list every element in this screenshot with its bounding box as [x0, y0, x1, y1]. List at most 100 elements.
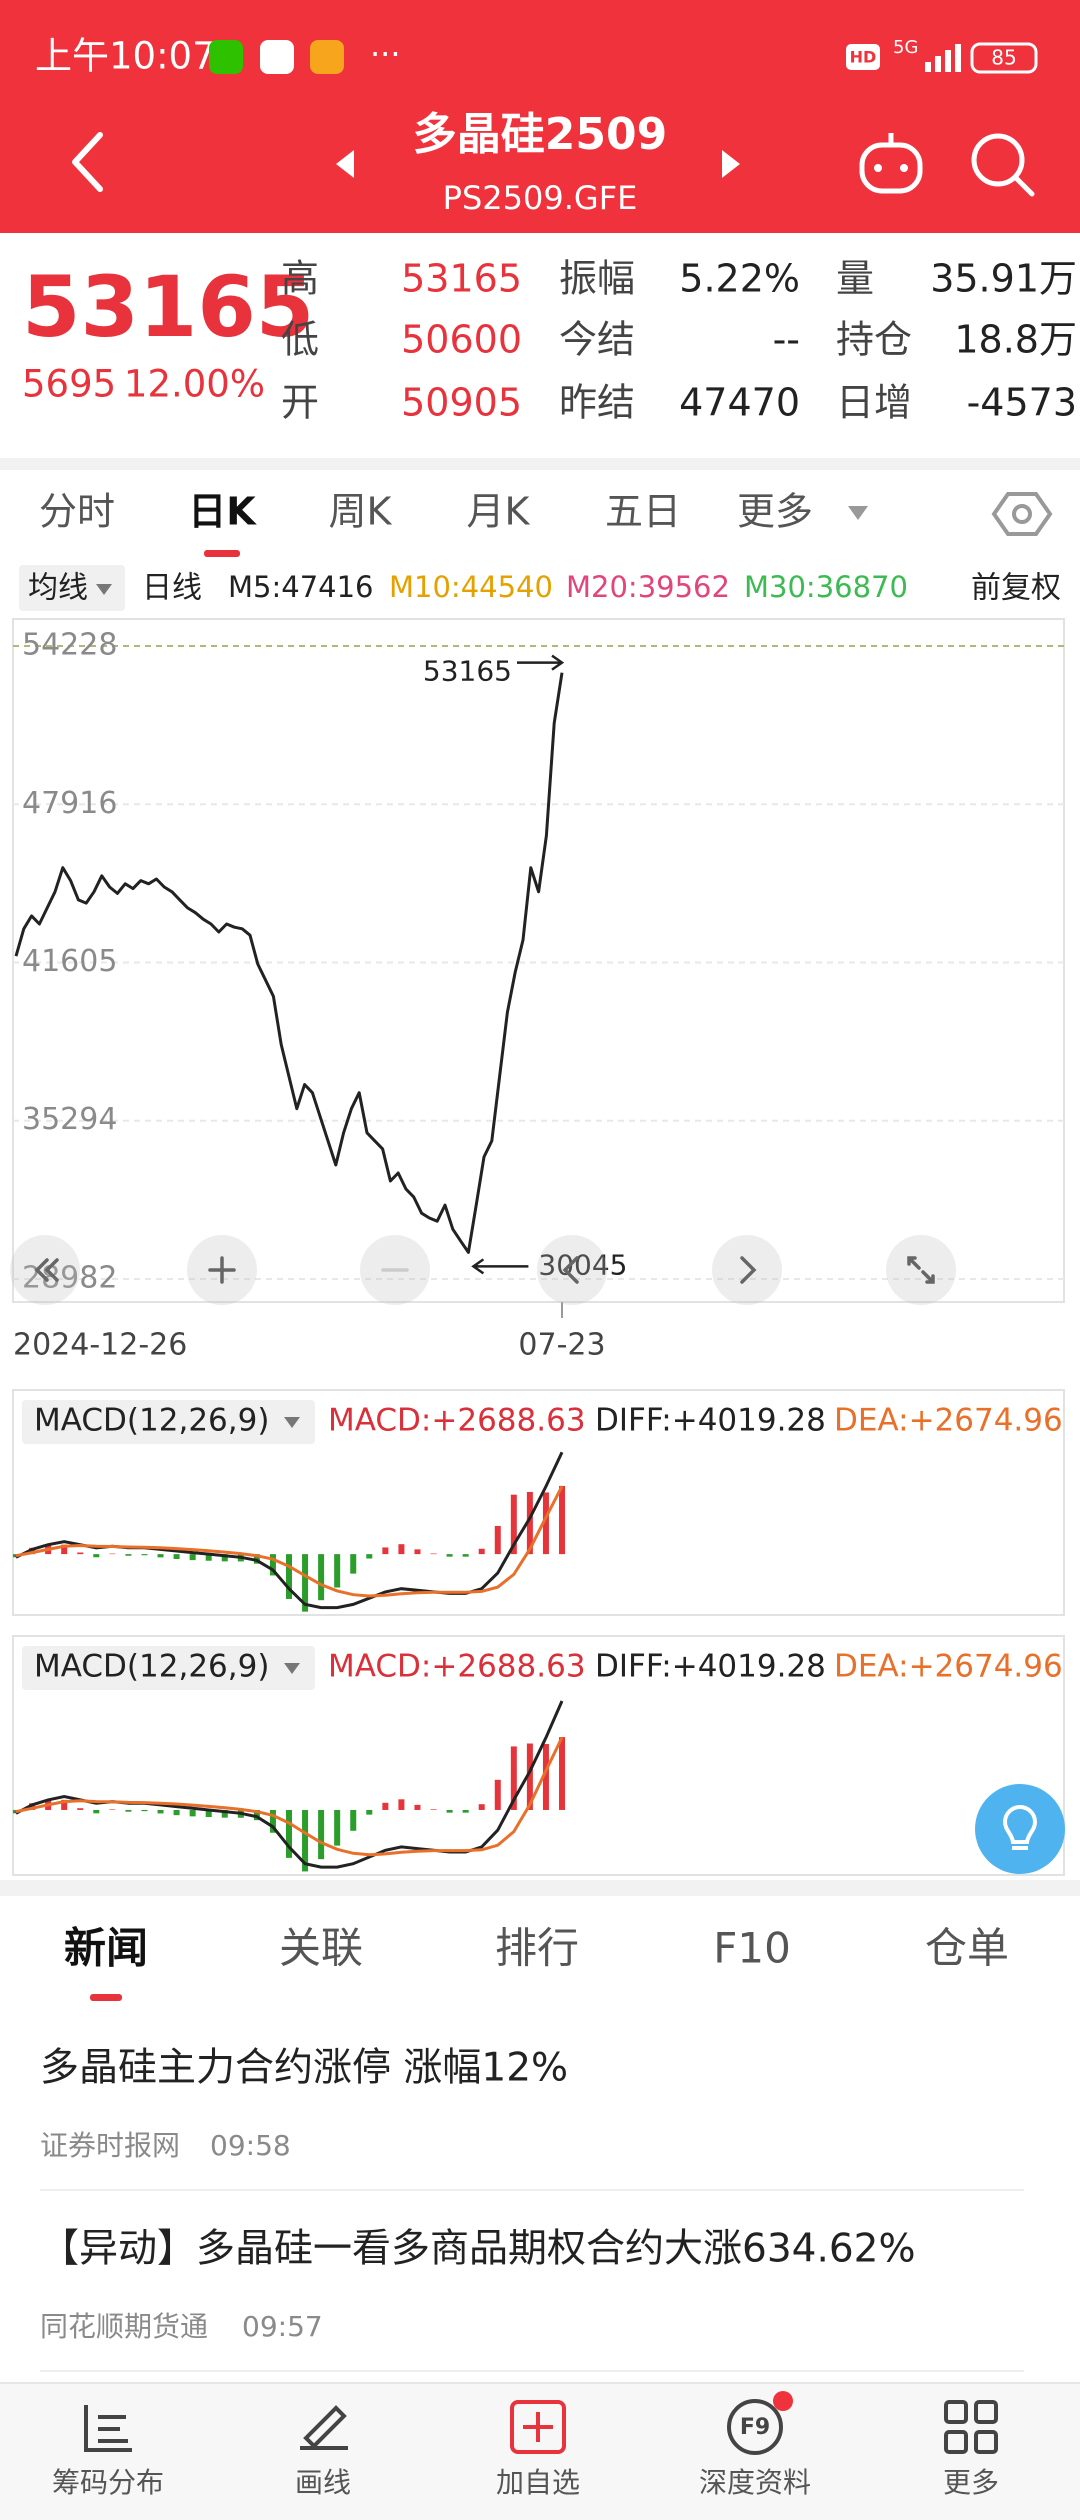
news-tab[interactable]: 新闻	[64, 1924, 148, 1973]
macd-bar	[446, 1554, 453, 1557]
macd-bar	[61, 1544, 68, 1555]
macd-selector[interactable]: MACD(12,26,9)	[34, 1649, 269, 1685]
period-tab[interactable]: 分时	[39, 490, 115, 534]
app-icon	[310, 40, 344, 74]
robot-eye	[874, 164, 882, 172]
news-source: 证券时报网	[40, 2129, 180, 2162]
nav-item[interactable]: 筹码分布	[52, 2466, 164, 2499]
app-icon	[260, 40, 294, 74]
macd-bar	[494, 1779, 501, 1810]
nav-item[interactable]: 加自选	[496, 2466, 580, 2499]
prev-contract[interactable]	[336, 150, 354, 178]
period-tab[interactable]: 周K	[329, 490, 393, 534]
nav-item[interactable]: 画线	[295, 2466, 351, 2499]
field-value: 47470	[679, 381, 800, 425]
active-underline	[204, 550, 240, 557]
news-title[interactable]: 【异动】多晶硅一看多商品期权合约大涨634.62%	[40, 2227, 916, 2272]
dea-value: DEA:+2674.96	[834, 1403, 1063, 1439]
macd-bar	[157, 1809, 164, 1814]
macd-selector-bg[interactable]	[22, 1400, 315, 1444]
field-value: 50600	[401, 318, 522, 362]
macd-bar	[157, 1554, 164, 1558]
change-pct: 12.00%	[124, 363, 265, 406]
robot-icon[interactable]	[859, 133, 923, 194]
period-tab[interactable]: 日K	[188, 490, 257, 534]
nav-item[interactable]: 更多	[943, 2466, 999, 2499]
price-line	[14, 672, 564, 1254]
y-tick-label: 35294	[22, 1102, 117, 1137]
news-tab[interactable]: 排行	[495, 1924, 579, 1973]
max-annotation: 53165	[423, 655, 512, 688]
chart-button[interactable]	[712, 1235, 782, 1305]
macd-bar	[478, 1804, 485, 1810]
y-tick-label: 28982	[22, 1261, 117, 1296]
macd-bar	[109, 1809, 116, 1810]
macd-value: MACD:+2688.63	[328, 1403, 586, 1439]
macd-caret	[284, 1663, 300, 1674]
macd-bar	[205, 1554, 212, 1561]
macd-bar	[478, 1548, 485, 1555]
macd-bar	[125, 1554, 132, 1556]
macd-bar	[61, 1799, 68, 1810]
field-label: 低	[281, 318, 319, 362]
chart-controls	[10, 1235, 956, 1305]
ma-button-bg[interactable]	[19, 565, 125, 611]
back-button[interactable]	[72, 132, 103, 192]
macd-bar	[462, 1809, 469, 1813]
macd-bar	[382, 1802, 389, 1810]
change: 5695	[22, 363, 116, 406]
battery	[970, 42, 1038, 74]
chart-button[interactable]	[886, 1235, 956, 1305]
chart-button[interactable]	[537, 1235, 607, 1305]
field-label: 高	[281, 257, 319, 301]
last-price: 53165	[22, 258, 314, 356]
period-tab[interactable]: 五日	[605, 490, 681, 534]
macd-bar	[302, 1809, 309, 1872]
search-icon[interactable]	[971, 133, 1035, 197]
macd-bar	[93, 1554, 100, 1558]
macd-bar	[318, 1554, 325, 1601]
macd-bar	[414, 1804, 421, 1810]
macd-selector-bg[interactable]	[22, 1646, 315, 1690]
dea-line	[15, 1485, 564, 1598]
macd-bar	[173, 1554, 180, 1559]
macd-bar	[398, 1544, 405, 1555]
macd-panels: MACD(12,26,9) MACD:+2688.63 DIFF:+4019.28 D…	[13, 1400, 1063, 1872]
nav-item[interactable]: 深度资料	[699, 2466, 811, 2499]
settings-icon[interactable]	[991, 492, 1053, 536]
news-title[interactable]: 多晶硅主力合约涨停 涨幅12%	[40, 2046, 568, 2091]
macd-selector[interactable]: MACD(12,26,9)	[34, 1403, 269, 1439]
news-tab[interactable]: 关联	[279, 1924, 363, 1973]
next-contract[interactable]	[722, 150, 740, 178]
dea-line	[15, 1736, 564, 1857]
macd-frame	[12, 1635, 1065, 1876]
ma-value: M30:36870	[744, 570, 908, 604]
period-tabs: 分时 日K 周K 月K 五日 更多	[39, 490, 813, 557]
macd-bar	[334, 1554, 341, 1588]
field-value: -4573	[967, 381, 1077, 425]
macd-bar	[334, 1809, 341, 1846]
ma-value: M10:44540	[389, 570, 553, 604]
news-time: 09:57	[242, 2310, 323, 2343]
macd-bar	[141, 1809, 148, 1812]
chart-button-icon	[34, 1258, 59, 1282]
macd-bar	[269, 1554, 276, 1576]
macd-bar	[173, 1809, 180, 1816]
period-tab[interactable]: 月K	[467, 490, 531, 534]
news-tab[interactable]: F10	[713, 1924, 791, 1973]
field-label: 日增	[836, 381, 912, 425]
period-label: 日线	[142, 571, 202, 606]
ma-button[interactable]: 均线	[28, 571, 88, 606]
field-label: 量	[836, 257, 874, 301]
news-tab[interactable]: 仓单	[925, 1924, 1009, 1973]
macd-bar	[366, 1554, 373, 1559]
news-time: 09:58	[210, 2129, 291, 2162]
macd-frame	[12, 1389, 1065, 1616]
adjust-mode[interactable]: 前复权	[971, 571, 1061, 606]
contract-code: PS2509.GFE	[443, 179, 638, 217]
macd-value: MACD:+2688.63	[328, 1649, 586, 1685]
macd-bar	[221, 1809, 228, 1818]
period-tab[interactable]: 更多	[737, 490, 813, 534]
assistant-button[interactable]	[975, 1784, 1065, 1874]
macd-bar	[494, 1525, 501, 1555]
